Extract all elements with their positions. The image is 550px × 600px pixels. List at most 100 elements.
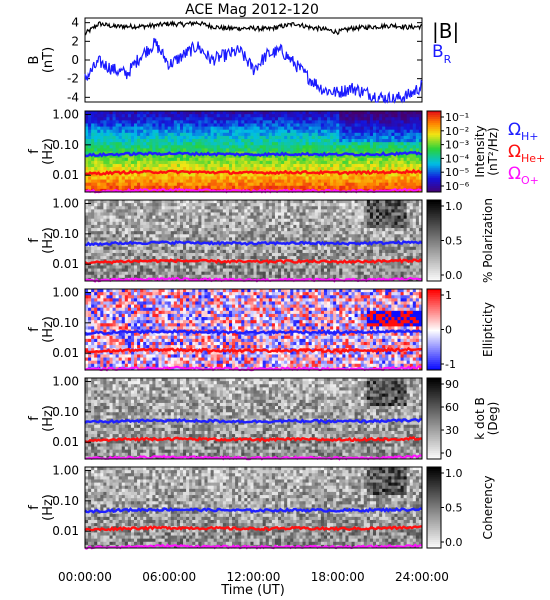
spectrogram-cell <box>164 179 169 184</box>
colorbar-step <box>427 119 441 122</box>
spectrogram-cell <box>388 135 392 140</box>
spectrogram-cell <box>149 203 153 207</box>
spectrogram-cell <box>143 182 147 187</box>
spectrogram-cell <box>250 120 254 124</box>
spectrogram-cell <box>176 179 181 184</box>
spectrogram-cell <box>271 243 276 248</box>
spectrogram-cell <box>85 206 89 210</box>
spectrogram-cell <box>195 148 199 152</box>
spectrogram-cell <box>207 268 212 273</box>
spectrogram-cell <box>201 179 205 184</box>
spectrogram-cell <box>91 173 95 177</box>
spectrogram-cell <box>216 173 221 177</box>
spectrogram-cell <box>164 209 169 213</box>
spectrogram-cell <box>155 157 159 162</box>
spectrogram-cell <box>314 142 319 146</box>
spectrogram-cell <box>219 142 224 146</box>
spectrogram-cell <box>225 231 230 235</box>
spectrogram-cell <box>222 117 227 121</box>
spectrogram-cell <box>161 111 166 115</box>
spectrogram-cell <box>244 167 248 171</box>
spectrogram-cell <box>164 185 169 190</box>
spectrogram-cell <box>186 182 190 187</box>
spectrogram-cell <box>244 148 248 152</box>
spectrogram-cell <box>152 200 156 204</box>
spectrogram-cell <box>112 154 117 159</box>
spectrogram-cell <box>253 209 257 213</box>
spectrogram-cell <box>256 176 261 180</box>
spectrogram-cell <box>360 135 365 140</box>
spectrogram-cell <box>391 123 395 127</box>
spectrogram-cell <box>305 271 310 276</box>
spectrogram-cell <box>308 139 313 143</box>
spectrogram-cell <box>235 120 239 124</box>
spectrogram-cell <box>290 111 294 115</box>
spectrogram-cell <box>369 129 374 134</box>
spectrogram-cell <box>360 176 365 180</box>
spectrogram-cell <box>305 114 310 118</box>
spectrogram-cell <box>348 132 352 137</box>
spectrogram-cell <box>124 167 129 171</box>
spectrogram-cell <box>189 262 193 266</box>
spectrogram-cell <box>305 237 310 241</box>
spectrogram-cell <box>403 123 408 127</box>
spectrogram-cell <box>302 179 306 184</box>
spectrogram-cell <box>195 139 199 143</box>
colorbar-step <box>427 113 441 116</box>
spectrogram-cell <box>253 179 257 184</box>
spectrogram-cell <box>140 185 144 190</box>
spectrogram-cell <box>127 148 132 152</box>
spectrogram-cell <box>121 221 126 226</box>
spectrogram-cell <box>317 212 322 216</box>
spectrogram-cell <box>400 154 405 159</box>
spectrogram-cell <box>323 145 328 149</box>
spectrogram-cell <box>112 163 117 168</box>
spectrogram-cell <box>186 274 190 279</box>
spectrogram-cell <box>250 145 254 149</box>
spectrogram-cell <box>397 139 401 143</box>
spectrogram-cell <box>278 231 282 235</box>
spectrogram-cell <box>140 176 144 180</box>
spectrogram-cell <box>149 212 153 216</box>
spectrogram-cell <box>127 200 132 204</box>
spectrogram-cell <box>225 271 230 276</box>
spectrogram-cell <box>173 224 178 229</box>
spectrogram-cell <box>85 132 89 137</box>
spectrogram-cell <box>278 243 282 248</box>
spectrogram-cell <box>121 237 126 241</box>
spectrogram-cell <box>311 209 316 213</box>
spectrogram-cell <box>97 274 101 279</box>
spectrogram-cell <box>244 206 248 210</box>
spectrogram-cell <box>216 218 221 223</box>
spectrogram-cell <box>88 132 92 137</box>
spectrogram-cell <box>320 224 325 229</box>
spectrogram-cell <box>161 179 166 184</box>
spectrogram-cell <box>342 163 346 168</box>
spectrogram-cell <box>382 163 386 168</box>
spectrogram-cell <box>222 135 227 140</box>
spectrogram-cell <box>372 157 377 162</box>
spectrogram-cell <box>415 139 420 143</box>
spectrogram-cell <box>250 203 254 207</box>
spectrogram-cell <box>94 268 98 273</box>
spectrogram-cell <box>235 160 239 165</box>
spectrogram-cell <box>388 179 392 184</box>
spectrogram-cell <box>127 212 132 216</box>
spectrogram-cell <box>415 111 420 115</box>
spectrogram-cell <box>100 157 104 162</box>
spectrogram-cell <box>94 135 98 140</box>
spectrogram-cell <box>259 209 264 213</box>
spectrogram-cell <box>143 145 147 149</box>
spectrogram-cell <box>213 256 218 260</box>
spectrogram-cell <box>121 203 126 207</box>
spectrogram-cell <box>336 185 340 190</box>
spectrogram-cell <box>112 262 117 266</box>
spectrogram-cell <box>173 231 178 235</box>
spectrogram-cell <box>403 182 408 187</box>
spectrogram-cell <box>137 218 141 223</box>
spectrogram-cell <box>152 179 156 184</box>
spectrogram-cell <box>281 243 285 248</box>
spectrogram-cell <box>232 218 236 223</box>
spectrogram-cell <box>265 274 270 279</box>
spectrogram-cell <box>225 206 230 210</box>
